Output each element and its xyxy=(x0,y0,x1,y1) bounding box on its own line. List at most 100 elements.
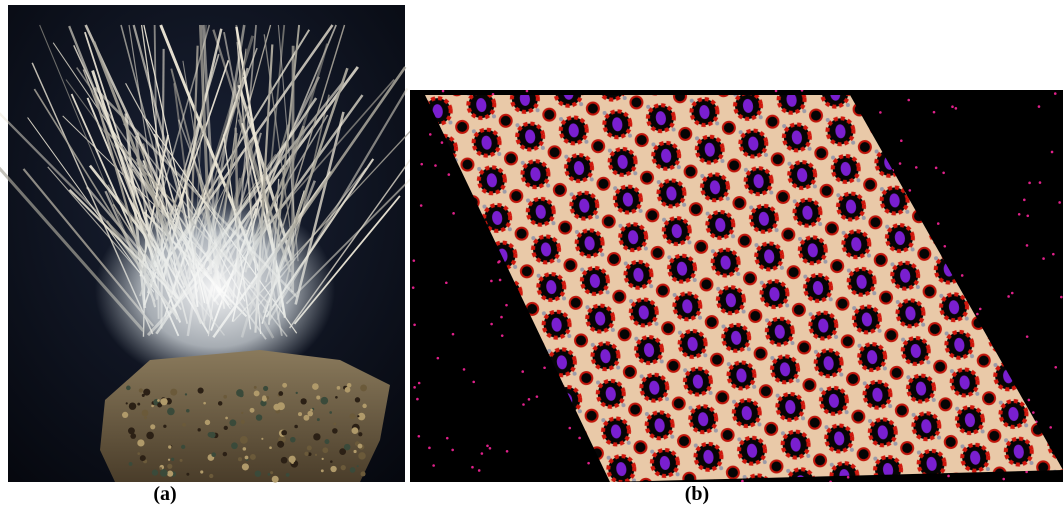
dot xyxy=(522,403,525,406)
dot xyxy=(1052,253,1055,256)
speckle xyxy=(352,427,359,434)
dot xyxy=(961,274,964,277)
speckle xyxy=(296,392,298,394)
speckle xyxy=(281,457,288,464)
dot xyxy=(446,437,449,440)
speckle xyxy=(245,456,249,460)
speckle xyxy=(335,396,338,399)
speckle xyxy=(313,433,320,440)
speckle xyxy=(126,402,128,404)
speckle xyxy=(307,446,312,451)
speckle xyxy=(254,386,257,389)
speckle xyxy=(152,470,158,476)
speckle xyxy=(281,430,287,436)
speckle xyxy=(345,387,351,393)
speckle xyxy=(347,383,352,388)
speckle xyxy=(325,439,330,444)
speckle xyxy=(146,432,154,440)
speckle xyxy=(315,454,317,456)
speckle xyxy=(225,417,228,420)
dot xyxy=(1026,335,1029,338)
dot xyxy=(1039,181,1042,184)
speckle xyxy=(250,408,255,413)
dot xyxy=(418,435,421,438)
dot xyxy=(979,308,982,311)
speckle xyxy=(167,464,172,469)
dot xyxy=(478,469,481,472)
dot xyxy=(1023,199,1026,202)
speckle xyxy=(168,459,170,461)
speckle xyxy=(240,436,248,444)
dot xyxy=(578,437,581,440)
speckle xyxy=(223,395,227,399)
dot xyxy=(1002,478,1005,481)
speckle xyxy=(200,470,203,473)
dot xyxy=(441,141,444,144)
speckle xyxy=(321,397,329,405)
dot xyxy=(741,480,744,483)
speckle xyxy=(211,452,216,457)
dot xyxy=(937,222,940,225)
dot xyxy=(943,245,946,248)
dot xyxy=(434,164,437,167)
speckle xyxy=(128,427,135,434)
speckle xyxy=(209,432,215,438)
speckle xyxy=(243,447,247,451)
dot xyxy=(499,279,502,282)
speckle xyxy=(289,456,296,463)
speckle xyxy=(157,399,160,402)
speckle xyxy=(159,467,162,470)
dot xyxy=(951,105,954,108)
speckle xyxy=(282,383,287,388)
speckle xyxy=(122,412,128,418)
speckle xyxy=(333,423,336,426)
speckle xyxy=(270,471,273,474)
dot xyxy=(587,462,590,465)
speckle xyxy=(330,466,336,472)
dot xyxy=(568,427,571,430)
speckle xyxy=(330,460,333,463)
speckle xyxy=(182,423,186,427)
figure: (a) (b) xyxy=(0,0,1063,509)
dot xyxy=(442,90,445,93)
dot xyxy=(429,133,432,136)
dot xyxy=(413,324,416,327)
speckle xyxy=(137,403,140,406)
speckle xyxy=(294,425,298,429)
dot xyxy=(1028,399,1031,402)
dot xyxy=(1026,244,1029,247)
dot xyxy=(420,163,423,166)
speckle xyxy=(316,395,320,399)
speckle xyxy=(362,404,366,408)
speckle xyxy=(261,438,263,440)
dot xyxy=(490,323,493,326)
dot xyxy=(418,382,421,385)
dot xyxy=(486,445,489,448)
dot xyxy=(1060,296,1063,299)
speckle xyxy=(273,404,280,411)
dot xyxy=(935,167,938,170)
speckle xyxy=(353,450,356,453)
speckle xyxy=(150,424,155,429)
dot xyxy=(775,90,778,93)
speckle xyxy=(250,454,256,460)
dot xyxy=(536,395,539,398)
dot xyxy=(451,449,454,452)
dot xyxy=(933,111,936,114)
speckle xyxy=(140,455,146,461)
speckle xyxy=(223,452,227,456)
speckle xyxy=(254,391,260,397)
dot xyxy=(1054,366,1057,369)
speckle xyxy=(236,389,243,396)
speckle xyxy=(160,398,167,405)
dot xyxy=(521,370,524,373)
speckle xyxy=(167,471,173,477)
dot xyxy=(909,189,912,192)
speckle xyxy=(139,388,143,392)
speckle xyxy=(205,420,210,425)
dot xyxy=(1054,92,1057,95)
panel-label: (a) xyxy=(153,483,176,505)
speckle xyxy=(160,469,168,477)
speckle xyxy=(332,428,338,434)
dot xyxy=(976,313,979,316)
